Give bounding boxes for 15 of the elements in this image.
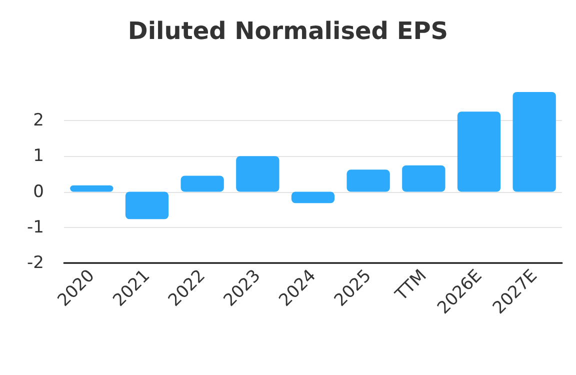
bar — [70, 185, 114, 192]
y-tick-label: 2 — [33, 110, 44, 130]
bar — [457, 112, 501, 192]
y-tick-label: -2 — [27, 253, 44, 273]
bar — [512, 92, 556, 192]
bar — [402, 165, 446, 192]
y-tick-label: 0 — [33, 182, 44, 202]
bar — [291, 192, 335, 204]
bar — [180, 176, 224, 192]
bar — [346, 170, 390, 192]
y-tick-label: -1 — [27, 217, 44, 238]
bar — [125, 192, 169, 220]
bar — [236, 156, 280, 192]
chart-title: Diluted Normalised EPS — [128, 17, 448, 45]
y-tick-label: 1 — [33, 146, 44, 166]
